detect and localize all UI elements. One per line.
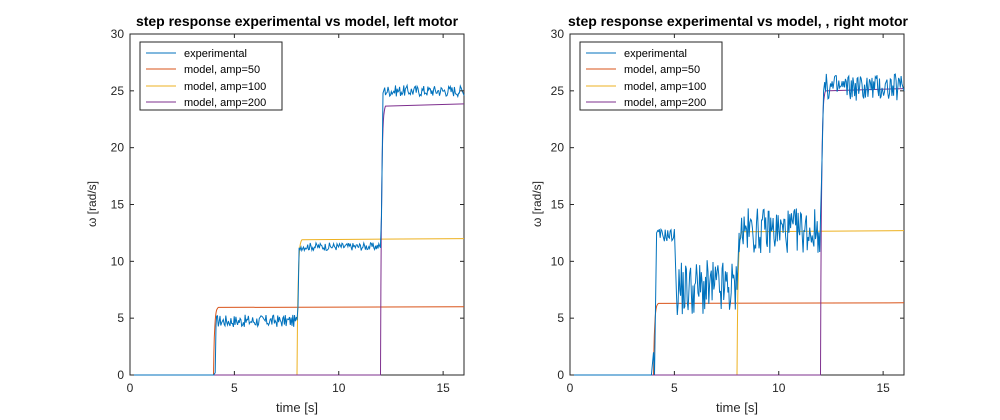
- right-x-ticks: 0 5 10 15: [567, 34, 890, 395]
- left-legend-label-1: model, amp=50: [184, 64, 260, 76]
- right-ytick-label-2: 10: [551, 254, 565, 268]
- right-legend-label-3: model, amp=200: [624, 97, 706, 109]
- right-y-ticks: 0 5 10 15 20 25 30: [551, 27, 904, 382]
- right-ytick-label-5: 25: [551, 84, 565, 98]
- left-xtick-label-3: 15: [436, 381, 450, 395]
- right-series-experimental: [570, 73, 905, 376]
- left-xtick-label-2: 10: [332, 381, 346, 395]
- right-xtick-label-0: 0: [567, 381, 574, 395]
- right-legend: experimental model, amp=50 model, amp=10…: [579, 41, 723, 111]
- left-title: step response experimental vs model, lef…: [136, 13, 459, 29]
- left-ytick-label-4: 20: [111, 141, 125, 155]
- left-panel: step response experimental vs model, lef…: [85, 13, 465, 415]
- right-xlabel: time [s]: [716, 400, 758, 415]
- left-legend-label-2: model, amp=100: [184, 81, 266, 93]
- right-legend-label-2: model, amp=100: [624, 81, 706, 93]
- left-ytick-label-1: 5: [117, 311, 124, 325]
- right-series-model-1: [570, 302, 905, 376]
- left-ytick-label-3: 15: [111, 198, 125, 212]
- left-xtick-label-0: 0: [127, 381, 134, 395]
- right-ylabel: ω [rad/s]: [530, 181, 544, 227]
- left-series-experimental: [130, 83, 465, 376]
- right-plot-lines: [570, 73, 905, 376]
- left-legend-label-0: experimental: [184, 48, 247, 60]
- right-ytick-label-3: 15: [551, 198, 565, 212]
- right-panel: step response experimental vs model, , r…: [530, 13, 909, 415]
- left-legend-label-3: model, amp=200: [184, 97, 266, 109]
- left-ytick-label-5: 25: [111, 84, 125, 98]
- left-ytick-label-0: 0: [117, 368, 124, 382]
- left-xtick-label-1: 5: [231, 381, 238, 395]
- right-xtick-label-1: 5: [671, 381, 678, 395]
- right-ytick-label-0: 0: [557, 368, 564, 382]
- right-xtick-label-2: 10: [772, 381, 786, 395]
- right-xtick-label-3: 15: [876, 381, 890, 395]
- right-ytick-label-4: 20: [551, 141, 565, 155]
- left-y-ticks: 0 5 10 15 20 25 30: [111, 27, 464, 382]
- left-ylabel: ω [rad/s]: [85, 181, 99, 227]
- left-plot-lines: [130, 83, 465, 376]
- left-ytick-label-2: 10: [111, 254, 125, 268]
- right-ytick-label-1: 5: [557, 311, 564, 325]
- right-ytick-label-6: 30: [551, 27, 565, 41]
- right-legend-label-0: experimental: [624, 48, 687, 60]
- right-legend-label-1: model, amp=50: [624, 64, 700, 76]
- left-xlabel: time [s]: [276, 400, 318, 415]
- left-x-ticks: 0 5 10 15: [127, 34, 450, 395]
- left-series-model-1: [130, 306, 465, 376]
- left-ytick-label-6: 30: [111, 27, 125, 41]
- right-title: step response experimental vs model, , r…: [568, 13, 909, 29]
- left-legend: experimental model, amp=50 model, amp=10…: [139, 41, 283, 111]
